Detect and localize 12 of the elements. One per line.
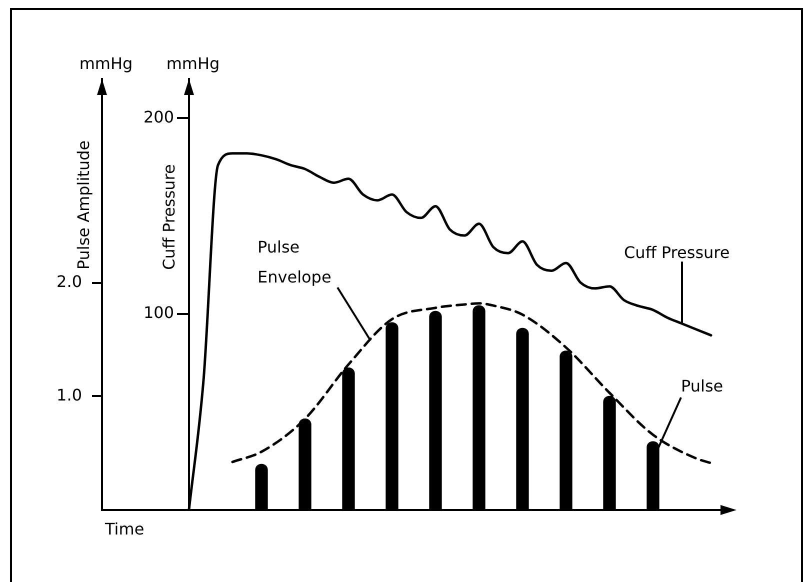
text: Pulse	[681, 376, 724, 396]
y-tick-label: 1.0	[56, 385, 82, 404]
y2-tick-label: 200	[143, 107, 174, 126]
y2-tick-label: 100	[143, 302, 174, 322]
text: mmHg	[79, 54, 133, 74]
text: mmHg	[166, 54, 220, 74]
y-axis-title: Pulse Amplitude	[74, 140, 94, 270]
y-tick-label: 2.0	[56, 272, 82, 292]
text: Pulse Envelope	[258, 238, 332, 287]
series-label: Cuff Pressure	[624, 242, 730, 262]
x-axis-title: Time	[104, 520, 144, 539]
y2-axis-title: Cuff Pressure	[160, 164, 179, 270]
